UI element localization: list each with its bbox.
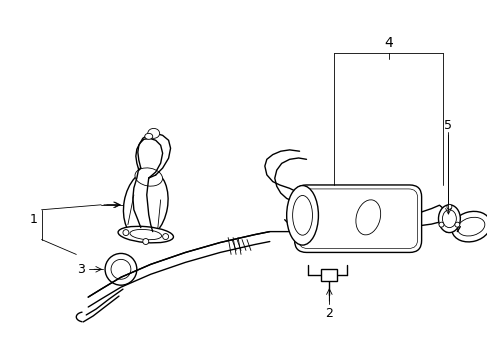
Ellipse shape [446,204,451,209]
Ellipse shape [286,185,318,245]
Ellipse shape [438,222,443,227]
Bar [321,269,337,281]
Ellipse shape [105,253,137,285]
Ellipse shape [438,205,459,233]
Ellipse shape [451,211,488,242]
Ellipse shape [454,222,459,227]
Ellipse shape [355,200,380,235]
Ellipse shape [118,226,173,243]
Text: 2: 2 [325,307,333,320]
Text: 5: 5 [444,119,451,132]
Text: 3: 3 [77,263,85,276]
Ellipse shape [142,239,148,244]
Ellipse shape [123,170,168,239]
Text: 4: 4 [384,36,392,50]
Ellipse shape [147,129,160,138]
FancyBboxPatch shape [294,185,421,252]
Ellipse shape [135,168,162,186]
Text: 1: 1 [30,213,38,226]
Ellipse shape [122,230,129,235]
Ellipse shape [144,133,152,139]
Ellipse shape [163,234,168,239]
